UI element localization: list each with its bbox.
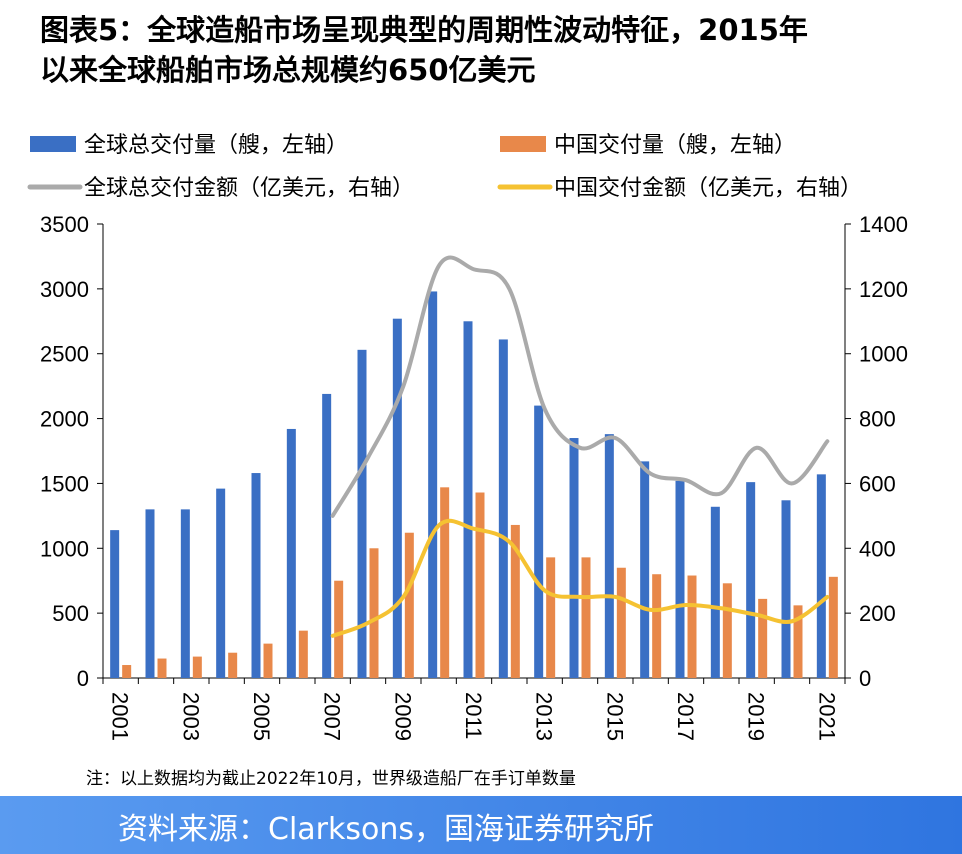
x-tick-label: 2005: [249, 692, 274, 741]
legend-global-deliveries-label: 全球总交付量（艘，左轴）: [84, 132, 348, 157]
bar-global-deliveries: [286, 428, 296, 678]
bar-global-deliveries: [428, 291, 438, 678]
bar-china-deliveries: [228, 652, 238, 678]
bar-china-deliveries: [758, 598, 768, 678]
y-right-tick-label: 200: [859, 601, 896, 626]
source-text: 资料来源：Clarksons，国海证券研究所: [118, 812, 655, 847]
bar-china-deliveries: [440, 487, 450, 678]
y-left-tick-label: 2500: [40, 342, 89, 367]
bar-global-deliveries: [569, 438, 579, 678]
x-tick-label: 2003: [178, 692, 203, 741]
line-global-value: [330, 255, 830, 518]
bar-global-deliveries: [498, 339, 508, 678]
bar-global-deliveries: [322, 393, 332, 678]
bar-global-deliveries: [216, 488, 226, 678]
y-right-tick-label: 1400: [859, 212, 908, 237]
bar-global-deliveries: [110, 530, 120, 678]
bar-global-deliveries: [357, 349, 367, 678]
bar-global-deliveries: [180, 509, 190, 678]
legend-china-deliveries-label: 中国交付量（艘，左轴）: [554, 132, 796, 157]
y-right-tick-label: 1200: [859, 277, 908, 302]
bar-china-deliveries: [581, 557, 591, 678]
line-china-value: [330, 518, 830, 638]
y-left-tick-label: 0: [77, 666, 89, 691]
y-left-tick-label: 3000: [40, 277, 89, 302]
legend-china-deliveries-swatch: [500, 136, 546, 152]
x-tick-label: 2015: [602, 692, 627, 741]
bar-global-deliveries: [604, 434, 614, 678]
x-tick-label: 2009: [390, 692, 415, 741]
y-right-tick-label: 400: [859, 536, 896, 561]
bar-china-deliveries: [546, 557, 556, 678]
bar-china-deliveries: [722, 583, 732, 678]
legend-china-value-label: 中国交付金额（亿美元，右轴）: [554, 175, 862, 200]
bar-china-deliveries: [652, 574, 662, 678]
bar-china-deliveries: [828, 576, 838, 678]
bar-global-deliveries: [746, 482, 756, 678]
y-left-tick-label: 500: [52, 601, 89, 626]
y-left-tick-label: 1500: [40, 471, 89, 496]
bar-global-deliveries: [251, 473, 261, 678]
y-left-tick-label: 3500: [40, 212, 89, 237]
bar-global-deliveries: [640, 461, 650, 678]
bar-china-deliveries: [510, 524, 520, 678]
chart-title-line-2: 以来全球船舶市场总规模约650亿美元: [40, 53, 536, 87]
x-tick-label: 2007: [320, 692, 345, 741]
x-tick-label: 2011: [461, 692, 486, 739]
legend-global-value-label: 全球总交付金额（亿美元，右轴）: [84, 175, 414, 200]
y-right-tick-label: 0: [859, 666, 871, 691]
legend-global-deliveries-swatch: [30, 136, 76, 152]
y-right-tick-label: 800: [859, 407, 896, 432]
chart-title: 图表5：全球造船市场呈现典型的周期性波动特征，2015年 以来全球船舶市场总规模…: [40, 10, 940, 90]
source-banner: 资料来源：Clarksons，国海证券研究所: [0, 796, 962, 854]
bar-global-deliveries: [710, 506, 720, 678]
x-tick-label: 2013: [532, 692, 557, 741]
bar-china-deliveries: [369, 548, 379, 678]
bar-china-deliveries: [475, 492, 485, 678]
x-tick-label: 2001: [108, 692, 133, 741]
bar-china-deliveries: [298, 630, 308, 678]
chart-note: 注：以上数据均为截止2022年10月，世界级造船厂在手订单数量: [86, 769, 576, 789]
bar-global-deliveries: [392, 318, 402, 678]
bar-china-deliveries: [616, 567, 626, 678]
chart-canvas: 0 500 1000 1500 2000 2500 3000 3500 0 200 400 600 80…: [27, 132, 908, 741]
x-tick-label: 2021: [814, 692, 839, 741]
bar-global-deliveries: [463, 321, 473, 678]
bar-china-deliveries: [793, 605, 803, 678]
chart-title-line-1: 图表5：全球造船市场呈现典型的周期性波动特征，2015年: [40, 13, 808, 47]
y-left-tick-label: 2000: [40, 407, 89, 432]
bar-china-deliveries: [404, 532, 414, 678]
bar-china-deliveries: [122, 665, 132, 678]
bar-china-deliveries: [334, 580, 344, 678]
bar-china-deliveries: [157, 658, 167, 678]
bar-global-deliveries: [145, 509, 155, 678]
x-tick-label: 2017: [673, 692, 698, 741]
bar-china-deliveries: [192, 656, 202, 678]
y-left-tick-label: 1000: [40, 536, 89, 561]
bar-china-deliveries: [687, 575, 697, 678]
bar-global-deliveries: [816, 474, 826, 678]
bar-global-deliveries: [534, 405, 544, 678]
bar-global-deliveries: [781, 500, 791, 678]
x-tick-label: 2019: [744, 692, 769, 741]
y-right-tick-label: 1000: [859, 342, 908, 367]
bar-global-deliveries: [675, 480, 685, 678]
bar-china-deliveries: [263, 643, 273, 678]
y-right-tick-label: 600: [859, 471, 896, 496]
